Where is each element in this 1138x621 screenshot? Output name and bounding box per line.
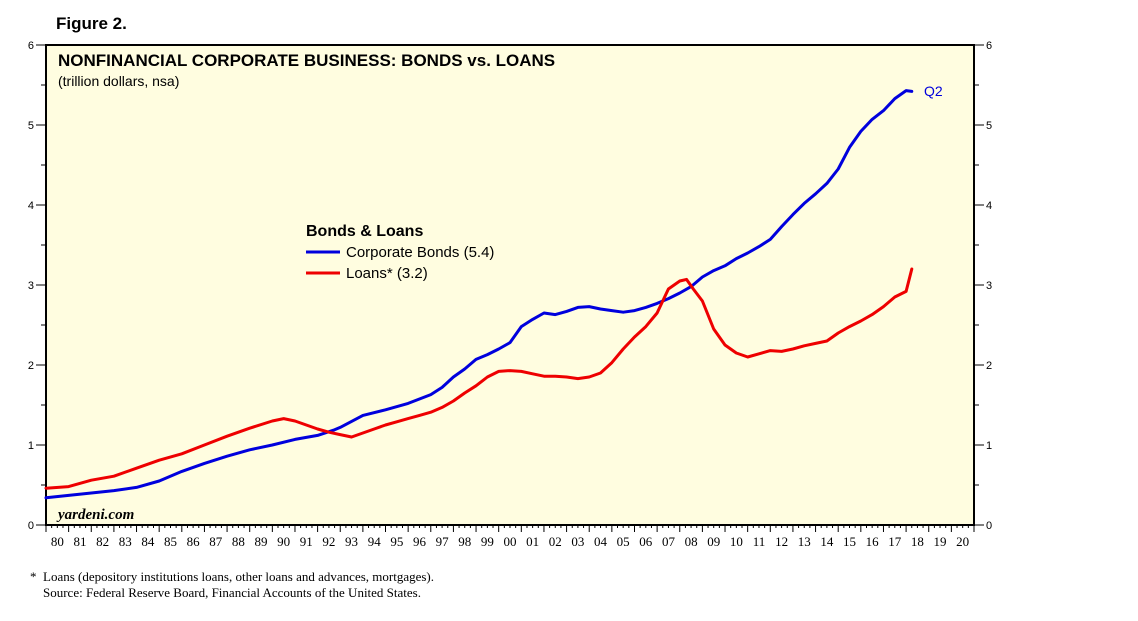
x-tick-label: 94 xyxy=(368,534,382,549)
y-axis-left: 0 1 2 3 4 5 6 xyxy=(28,40,46,532)
x-tick-label: 91 xyxy=(300,534,313,549)
y-tick-label-right: 6 xyxy=(986,40,992,52)
x-tick-label: 83 xyxy=(119,534,132,549)
y-tick-label-left: 1 xyxy=(28,440,34,452)
legend-entry: Loans* (3.2) xyxy=(346,265,428,282)
y-tick-label-right: 1 xyxy=(986,440,992,452)
y-tick-label-right: 4 xyxy=(986,200,992,212)
x-tick-label: 99 xyxy=(481,534,494,549)
x-tick-label: 19 xyxy=(934,534,947,549)
x-tick-label: 86 xyxy=(187,534,201,549)
x-tick-label: 97 xyxy=(436,534,450,549)
x-tick-label: 13 xyxy=(798,534,811,549)
x-tick-label: 88 xyxy=(232,534,245,549)
x-tick-label: 03 xyxy=(571,534,584,549)
x-tick-label: 96 xyxy=(413,534,427,549)
y-tick-label-right: 3 xyxy=(986,280,992,292)
x-tick-label: 12 xyxy=(775,534,788,549)
x-tick-label: 11 xyxy=(753,534,766,549)
x-tick-label: 04 xyxy=(594,534,608,549)
x-tick-label: 17 xyxy=(888,534,902,549)
x-axis: 80 81 82 83 84 85 86 87 88 89 90 91 92 93 94 95 96 97 98 99… xyxy=(45,525,975,549)
x-tick-label: 82 xyxy=(96,534,109,549)
x-tick-label: 02 xyxy=(549,534,562,549)
x-tick-label: 98 xyxy=(458,534,471,549)
y-tick-label-left: 5 xyxy=(28,120,34,132)
x-tick-label: 00 xyxy=(504,534,517,549)
y-tick-label-left: 0 xyxy=(28,520,34,532)
end-label-q2: Q2 xyxy=(924,83,943,99)
y-tick-label-left: 2 xyxy=(28,360,34,372)
x-tick-label: 80 xyxy=(51,534,64,549)
x-tick-label: 01 xyxy=(526,534,539,549)
legend: Corporate Bonds (5.4) Loans* (3.2) xyxy=(306,244,494,282)
chart-title: NONFINANCIAL CORPORATE BUSINESS: BONDS v… xyxy=(58,51,555,70)
y-tick-label-right: 0 xyxy=(986,520,992,532)
x-tick-label: 20 xyxy=(956,534,969,549)
x-tick-label: 92 xyxy=(322,534,335,549)
figure-label: Figure 2. xyxy=(56,14,127,33)
x-tick-label: 14 xyxy=(820,534,834,549)
x-tick-label: 93 xyxy=(345,534,358,549)
x-tick-label: 09 xyxy=(707,534,720,549)
x-tick-label: 87 xyxy=(209,534,223,549)
y-axis-right: 0 1 2 3 4 5 6 xyxy=(974,40,992,532)
footnotes: * Loans (depository institutions loans, … xyxy=(30,569,434,601)
x-tick-label: 81 xyxy=(73,534,86,549)
x-tick-label: 10 xyxy=(730,534,743,549)
chart-subtitle: (trillion dollars, nsa) xyxy=(58,73,179,89)
footnote-loans: * Loans (depository institutions loans, … xyxy=(30,569,435,584)
x-tick-label: 06 xyxy=(639,534,653,549)
x-tick-label: 89 xyxy=(255,534,268,549)
x-tick-label: 18 xyxy=(911,534,924,549)
x-tick-label: 95 xyxy=(390,534,403,549)
legend-title: Bonds & Loans xyxy=(306,223,423,240)
x-tick-label: 90 xyxy=(277,534,290,549)
series-line-corporate-bonds xyxy=(44,89,914,500)
y-tick-label-right: 2 xyxy=(986,360,992,372)
x-tick-label: 84 xyxy=(141,534,155,549)
y-tick-label-right: 5 xyxy=(986,120,992,132)
y-tick-label-left: 4 xyxy=(28,200,34,212)
y-tick-label-left: 3 xyxy=(28,280,34,292)
series-line-loans xyxy=(44,267,914,490)
legend-entry: Corporate Bonds (5.4) xyxy=(346,244,494,261)
x-tick-label: 16 xyxy=(866,534,880,549)
x-tick-label: 05 xyxy=(617,534,630,549)
x-tick-label: 08 xyxy=(685,534,698,549)
x-tick-label: 15 xyxy=(843,534,856,549)
x-tick-label: 07 xyxy=(662,534,676,549)
footnote-source: Source: Federal Reserve Board, Financial… xyxy=(30,585,421,600)
series-layer xyxy=(44,89,914,500)
watermark: yardeni.com xyxy=(56,507,134,523)
y-tick-label-left: 6 xyxy=(28,40,34,52)
x-tick-label: 85 xyxy=(164,534,177,549)
